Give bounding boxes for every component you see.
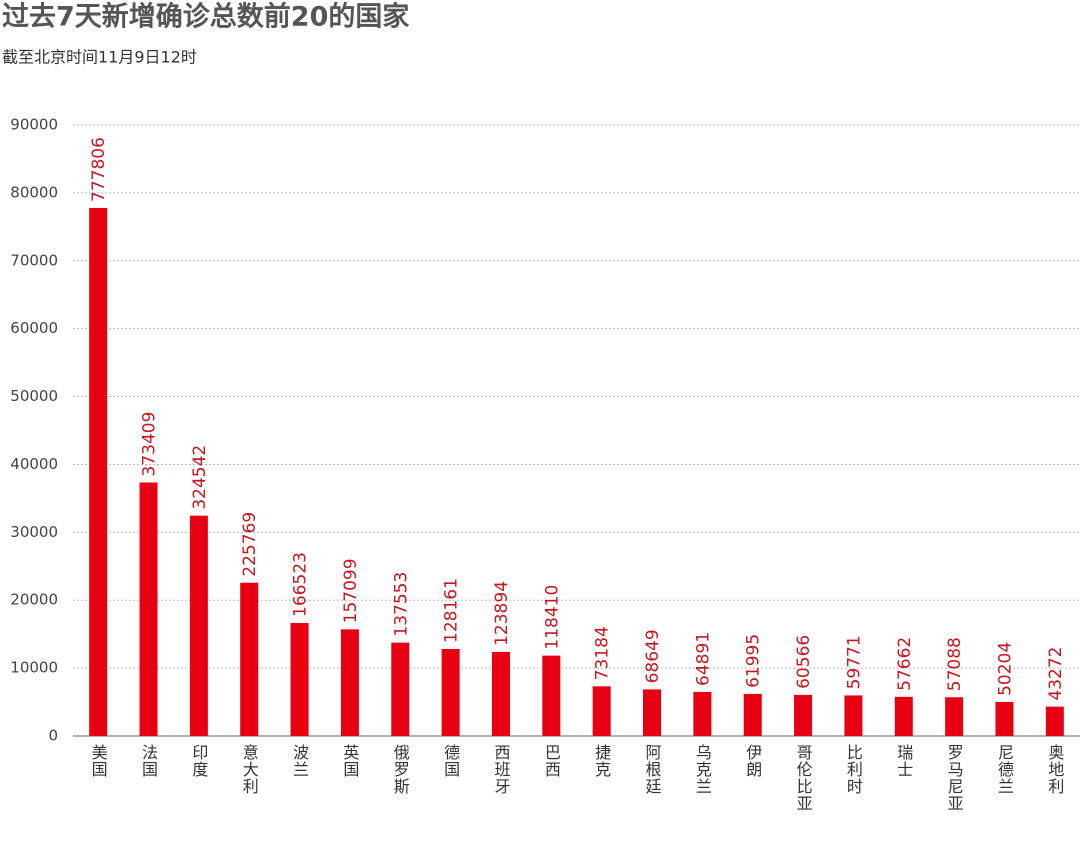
x-tick-label: 捷克 <box>592 744 611 778</box>
value-label: 157099 <box>341 558 361 623</box>
value-label: 64891 <box>693 632 713 686</box>
bar <box>542 655 561 736</box>
value-label: 373409 <box>140 412 160 477</box>
bar <box>894 696 913 736</box>
x-tick-label: 奥地利 <box>1045 744 1064 795</box>
value-label: 60566 <box>794 635 814 689</box>
y-tick-label: 20000 <box>10 591 58 609</box>
value-label: 50204 <box>995 642 1015 696</box>
value-label: 777806 <box>89 137 109 202</box>
y-tick-label: 0 <box>48 727 58 745</box>
value-label: 123894 <box>492 581 512 646</box>
bar <box>643 689 662 736</box>
bar <box>441 648 460 736</box>
x-tick-label: 尼德兰 <box>995 744 1014 795</box>
value-label: 118410 <box>542 585 562 650</box>
x-tick-label: 德国 <box>441 744 460 778</box>
y-tick-label: 80000 <box>10 183 58 201</box>
y-tick-label: 50000 <box>10 387 58 405</box>
value-label: 61995 <box>744 634 764 688</box>
bar <box>743 693 762 736</box>
value-label: 57662 <box>895 637 915 691</box>
bar <box>693 691 712 736</box>
bar <box>139 482 158 736</box>
x-tick-label: 俄罗斯 <box>391 744 410 795</box>
value-label: 137553 <box>391 572 411 637</box>
y-tick-label: 40000 <box>10 455 58 473</box>
x-tick-label: 巴西 <box>542 744 561 778</box>
bar <box>189 515 208 736</box>
y-tick-label: 30000 <box>10 523 58 541</box>
bar <box>945 697 964 736</box>
y-tick-label: 10000 <box>10 659 58 677</box>
bar <box>391 642 410 736</box>
x-tick-label: 印度 <box>189 744 208 778</box>
value-label: 166523 <box>291 552 311 617</box>
y-tick-label: 90000 <box>10 116 58 134</box>
bar <box>794 694 813 736</box>
bar <box>995 701 1014 736</box>
value-label: 57088 <box>945 637 965 691</box>
bar <box>340 629 359 736</box>
x-tick-label: 乌克兰 <box>693 744 712 795</box>
bar <box>1045 706 1064 736</box>
x-tick-label: 西班牙 <box>491 744 510 795</box>
bar <box>491 651 510 736</box>
value-label: 43272 <box>1046 647 1066 701</box>
chart-title: 过去7天新增确诊总数前20的国家 <box>2 1 409 33</box>
value-label: 73184 <box>593 626 613 680</box>
x-tick-label: 瑞士 <box>894 744 913 778</box>
bar <box>240 582 259 736</box>
y-tick-label: 60000 <box>10 319 58 337</box>
bar <box>592 686 611 736</box>
x-tick-label: 阿根廷 <box>643 744 662 795</box>
x-tick-label: 罗马尼亚 <box>945 744 964 812</box>
y-tick-label: 70000 <box>10 251 58 269</box>
x-tick-label: 美国 <box>89 744 108 778</box>
x-tick-label: 波兰 <box>290 744 309 778</box>
bar <box>290 622 309 736</box>
bar <box>89 207 108 736</box>
value-label: 324542 <box>190 445 210 510</box>
bar <box>844 695 863 736</box>
value-label: 128161 <box>442 578 462 643</box>
x-tick-label: 比利时 <box>844 744 863 795</box>
x-tick-label: 哥伦比亚 <box>794 744 813 812</box>
x-tick-label: 意大利 <box>240 743 259 795</box>
value-label: 59771 <box>844 635 864 689</box>
x-tick-label: 法国 <box>139 744 158 778</box>
x-tick-label: 伊朗 <box>743 744 762 778</box>
x-tick-label: 英国 <box>340 744 359 778</box>
value-label: 225769 <box>240 512 260 577</box>
value-label: 68649 <box>643 629 663 683</box>
chart-subtitle: 截至北京时间11月9日12时 <box>2 48 197 67</box>
